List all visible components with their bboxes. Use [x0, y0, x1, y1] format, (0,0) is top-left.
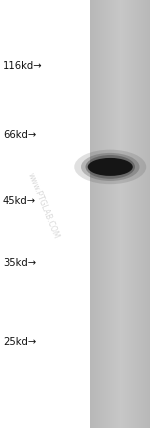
Bar [146, 0, 147, 428]
Bar [129, 0, 130, 428]
Bar [90, 0, 91, 428]
Bar [126, 0, 127, 428]
Bar [111, 0, 112, 428]
Bar [137, 0, 138, 428]
Bar [94, 0, 95, 428]
Bar [144, 0, 145, 428]
Bar [131, 0, 132, 428]
Ellipse shape [85, 155, 135, 179]
Bar [97, 0, 98, 428]
Bar [143, 0, 144, 428]
Bar [113, 0, 114, 428]
Bar [92, 0, 93, 428]
Bar [125, 0, 126, 428]
Bar [104, 0, 105, 428]
Ellipse shape [81, 153, 140, 181]
Text: 116kd→: 116kd→ [3, 61, 43, 71]
Bar [122, 0, 123, 428]
Bar [101, 0, 102, 428]
Bar [138, 0, 139, 428]
Ellipse shape [74, 150, 146, 184]
Bar [93, 0, 94, 428]
Bar [95, 0, 96, 428]
Bar [103, 0, 104, 428]
Text: www.PTGLAB.COM: www.PTGLAB.COM [25, 171, 60, 240]
Bar [106, 0, 107, 428]
Bar [107, 0, 108, 428]
Bar [118, 0, 119, 428]
Bar [96, 0, 97, 428]
Text: 45kd→: 45kd→ [3, 196, 36, 206]
Bar [121, 0, 122, 428]
Bar [123, 0, 124, 428]
Bar [117, 0, 118, 428]
Ellipse shape [88, 158, 133, 176]
Bar [108, 0, 109, 428]
Bar [135, 0, 136, 428]
Bar [91, 0, 92, 428]
Bar [147, 0, 148, 428]
Bar [112, 0, 113, 428]
Bar [115, 0, 116, 428]
Bar [130, 0, 131, 428]
Bar [139, 0, 140, 428]
Bar [110, 0, 111, 428]
Bar [128, 0, 129, 428]
Bar [136, 0, 137, 428]
Bar [116, 0, 117, 428]
Bar [102, 0, 103, 428]
Bar [127, 0, 128, 428]
Bar [90, 0, 150, 428]
Bar [145, 0, 146, 428]
Bar [120, 0, 121, 428]
Bar [149, 0, 150, 428]
Bar [140, 0, 141, 428]
Bar [100, 0, 101, 428]
Bar [109, 0, 110, 428]
Bar [98, 0, 99, 428]
Bar [142, 0, 143, 428]
Bar [119, 0, 120, 428]
Bar [114, 0, 115, 428]
Bar [148, 0, 149, 428]
Bar [133, 0, 134, 428]
Bar [141, 0, 142, 428]
Bar [132, 0, 133, 428]
Bar [99, 0, 100, 428]
Bar [134, 0, 135, 428]
Text: 35kd→: 35kd→ [3, 258, 36, 268]
Text: 66kd→: 66kd→ [3, 130, 36, 140]
Text: 25kd→: 25kd→ [3, 337, 36, 348]
Bar [124, 0, 125, 428]
Bar [105, 0, 106, 428]
